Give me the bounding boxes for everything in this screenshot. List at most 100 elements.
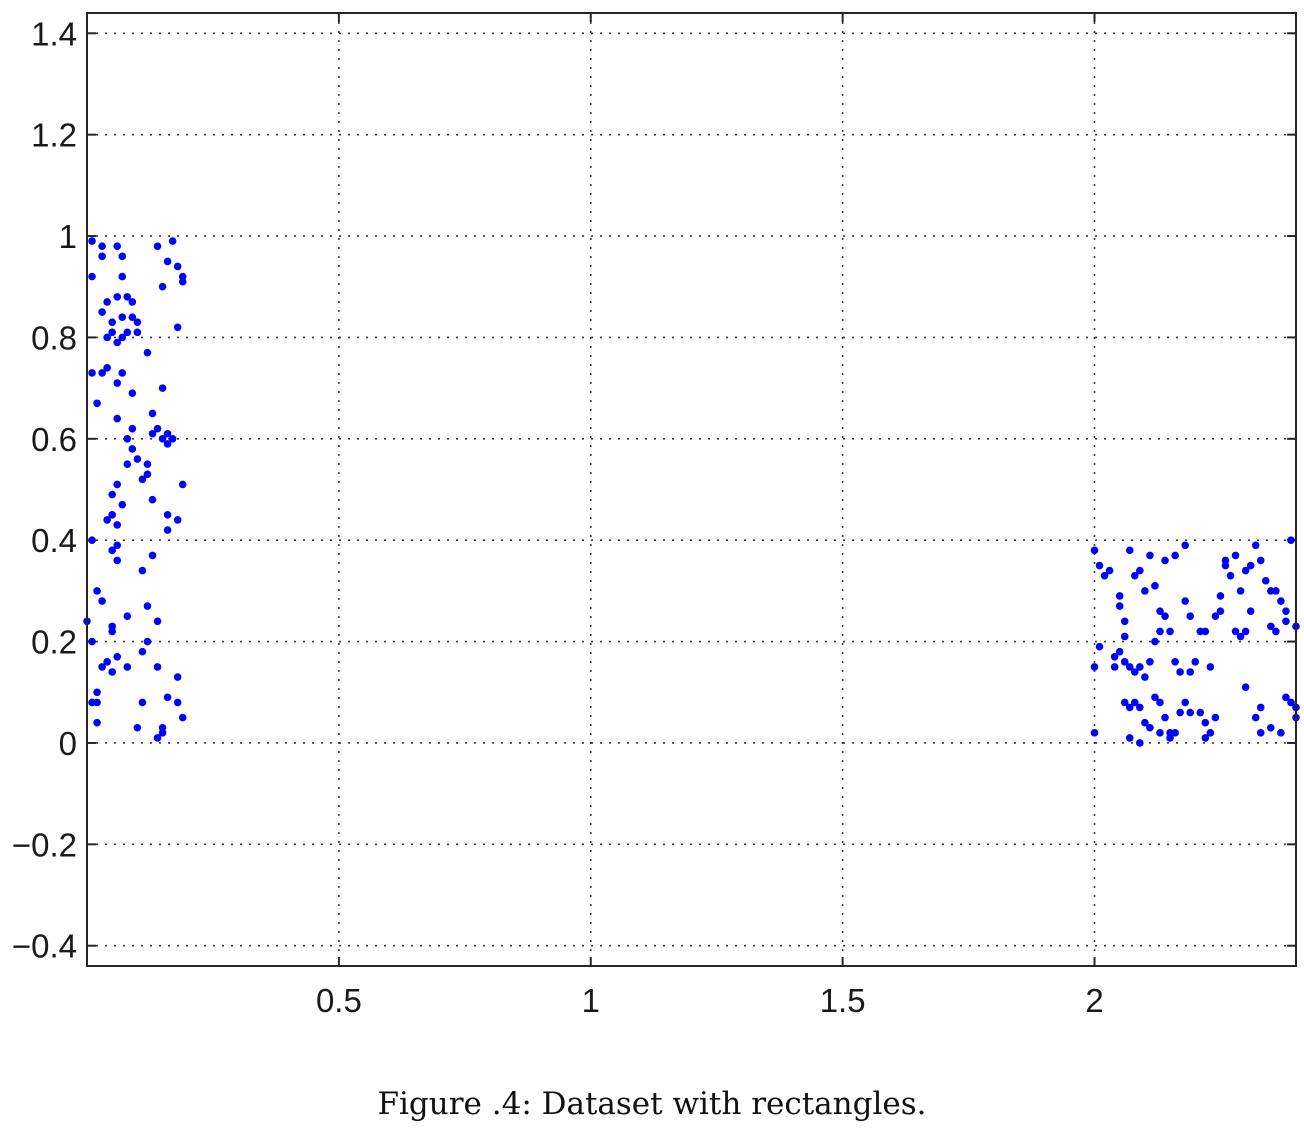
data-point: [1176, 708, 1184, 717]
y-tick-label: 0.2: [31, 624, 77, 661]
data-point: [1267, 723, 1275, 732]
data-point: [1125, 546, 1134, 555]
data-point: [1287, 536, 1295, 544]
data-point: [1151, 693, 1159, 702]
data-point: [1226, 571, 1235, 580]
data-point: [123, 612, 132, 621]
data-point: [98, 597, 106, 605]
data-point: [163, 257, 172, 266]
data-point: [113, 556, 122, 565]
data-point: [168, 237, 177, 245]
data-point: [118, 272, 127, 281]
data-point: [88, 698, 96, 707]
data-point: [173, 698, 182, 707]
data-point: [98, 308, 106, 316]
data-point: [98, 663, 106, 671]
data-point: [1282, 607, 1290, 615]
y-tick-label: 0.4: [31, 522, 77, 559]
data-point: [1090, 663, 1099, 671]
data-point: [1186, 708, 1195, 717]
data-point: [1141, 718, 1149, 727]
data-point: [168, 435, 177, 443]
data-point: [153, 424, 162, 433]
data-point: [93, 587, 101, 595]
data-point: [123, 328, 132, 337]
series-2: [1090, 536, 1300, 747]
data-point: [118, 333, 127, 342]
data-point: [143, 637, 152, 646]
data-point: [1201, 718, 1210, 727]
data-point: [128, 445, 137, 453]
data-point: [138, 647, 147, 656]
data-point: [1201, 627, 1210, 636]
data-point: [173, 323, 182, 332]
x-tick-label: 1.5: [820, 982, 866, 1019]
data-point: [103, 333, 111, 342]
data-point: [103, 298, 111, 306]
data-point: [1181, 698, 1189, 707]
data-point: [1246, 561, 1255, 570]
data-point: [133, 328, 142, 337]
x-tick-label: 0.5: [316, 982, 362, 1019]
y-tick-label: 0.8: [31, 319, 77, 356]
data-point: [1110, 652, 1119, 661]
data-point: [1141, 587, 1149, 595]
data-point: [1136, 703, 1144, 712]
data-point: [1125, 663, 1134, 671]
data-point: [98, 252, 106, 261]
data-point: [1146, 658, 1154, 666]
data-point: [1272, 587, 1280, 595]
scatter-chart: −0.4 −0.2 0 0.2 0.4 0.6 0.8 1 1.2 1.4 0.5 1 1.5 2: [12, 12, 1300, 1019]
data-point: [148, 551, 157, 560]
data-point: [1095, 561, 1104, 570]
data-point: [1211, 612, 1220, 621]
data-point: [1201, 734, 1210, 742]
data-point: [1156, 607, 1164, 615]
data-point: [113, 652, 122, 661]
data-point: [163, 693, 172, 702]
data-point: [158, 435, 167, 443]
data-point: [148, 495, 157, 504]
data-point: [1151, 637, 1159, 646]
data-point: [1236, 587, 1245, 595]
data-point: [1161, 713, 1169, 722]
data-points: [83, 237, 1300, 747]
plot-frame: [86, 12, 1297, 967]
data-point: [1095, 642, 1104, 651]
data-point: [1161, 556, 1169, 565]
y-tick-label: −0.2: [12, 826, 77, 863]
y-tick-label: 1.2: [31, 117, 77, 154]
data-point: [113, 414, 122, 423]
data-point: [108, 511, 116, 519]
data-point: [1241, 683, 1250, 691]
y-axis-tick-labels: −0.4 −0.2 0 0.2 0.4 0.6 0.8 1 1.2 1.4: [12, 15, 77, 964]
data-point: [1156, 627, 1164, 636]
data-point: [123, 435, 132, 443]
data-point: [1105, 566, 1114, 575]
data-point: [118, 500, 127, 509]
data-point: [148, 409, 157, 418]
data-point: [98, 242, 106, 250]
data-point: [128, 298, 137, 306]
data-point: [1251, 541, 1260, 550]
data-point: [173, 673, 182, 681]
data-point: [1236, 632, 1245, 641]
data-point: [123, 460, 132, 468]
data-point: [128, 389, 137, 397]
data-point: [158, 282, 167, 291]
data-point: [1282, 617, 1290, 626]
data-point: [128, 313, 137, 321]
data-point: [1196, 708, 1205, 717]
data-point: [163, 526, 172, 534]
data-point: [1256, 556, 1265, 565]
data-point: [1181, 541, 1189, 550]
data-point: [108, 546, 116, 555]
data-point: [108, 318, 116, 327]
data-point: [163, 511, 172, 519]
data-point: [173, 262, 182, 271]
data-point: [1156, 729, 1164, 737]
data-point: [143, 470, 152, 479]
data-point: [138, 475, 147, 484]
data-point: [178, 713, 187, 722]
data-point: [93, 688, 101, 697]
